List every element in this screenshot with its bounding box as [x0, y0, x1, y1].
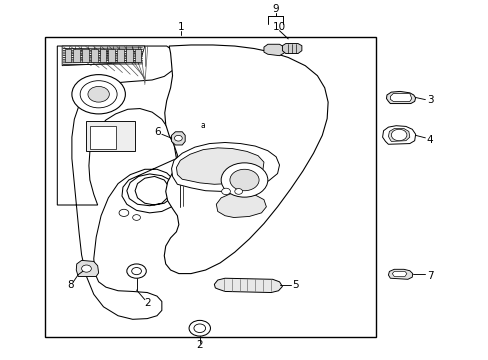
- Polygon shape: [62, 46, 144, 66]
- Polygon shape: [86, 121, 135, 152]
- Text: 5: 5: [292, 280, 298, 290]
- Polygon shape: [391, 271, 406, 276]
- Polygon shape: [45, 37, 375, 337]
- Polygon shape: [108, 49, 115, 62]
- Polygon shape: [164, 45, 327, 274]
- Circle shape: [126, 264, 146, 278]
- Circle shape: [174, 135, 182, 141]
- Polygon shape: [73, 49, 80, 62]
- Circle shape: [131, 267, 141, 275]
- Polygon shape: [176, 148, 264, 184]
- Polygon shape: [387, 269, 412, 279]
- Polygon shape: [100, 49, 106, 62]
- Circle shape: [72, 75, 125, 114]
- Circle shape: [132, 215, 140, 220]
- Polygon shape: [64, 49, 71, 62]
- Text: 10: 10: [272, 22, 285, 32]
- Polygon shape: [57, 46, 176, 319]
- Polygon shape: [386, 91, 415, 104]
- Circle shape: [88, 86, 109, 102]
- Polygon shape: [125, 49, 132, 62]
- Text: 2: 2: [143, 298, 150, 308]
- Text: 6: 6: [154, 127, 161, 137]
- Polygon shape: [264, 44, 284, 56]
- Polygon shape: [76, 260, 99, 276]
- Circle shape: [221, 163, 267, 197]
- Text: 3: 3: [426, 95, 433, 105]
- Text: a: a: [201, 121, 205, 130]
- Polygon shape: [171, 143, 279, 192]
- Circle shape: [194, 324, 205, 333]
- Circle shape: [81, 265, 91, 272]
- Circle shape: [80, 81, 117, 108]
- Circle shape: [189, 320, 210, 336]
- Circle shape: [119, 209, 128, 216]
- Text: 4: 4: [426, 135, 433, 145]
- Polygon shape: [216, 193, 266, 217]
- Polygon shape: [134, 49, 141, 62]
- Polygon shape: [214, 278, 282, 293]
- Polygon shape: [82, 49, 89, 62]
- Polygon shape: [91, 49, 98, 62]
- Circle shape: [390, 129, 406, 141]
- Polygon shape: [171, 132, 185, 145]
- Text: 8: 8: [67, 280, 74, 291]
- Circle shape: [229, 169, 259, 191]
- Polygon shape: [389, 94, 411, 102]
- Text: 1: 1: [178, 22, 184, 32]
- Polygon shape: [117, 49, 123, 62]
- Text: 2: 2: [196, 340, 203, 350]
- Text: 9: 9: [272, 4, 278, 14]
- Circle shape: [221, 188, 230, 195]
- Polygon shape: [382, 126, 415, 144]
- Polygon shape: [90, 126, 116, 149]
- Circle shape: [234, 189, 242, 194]
- Polygon shape: [282, 44, 301, 54]
- Text: 7: 7: [426, 271, 433, 281]
- Polygon shape: [387, 129, 409, 141]
